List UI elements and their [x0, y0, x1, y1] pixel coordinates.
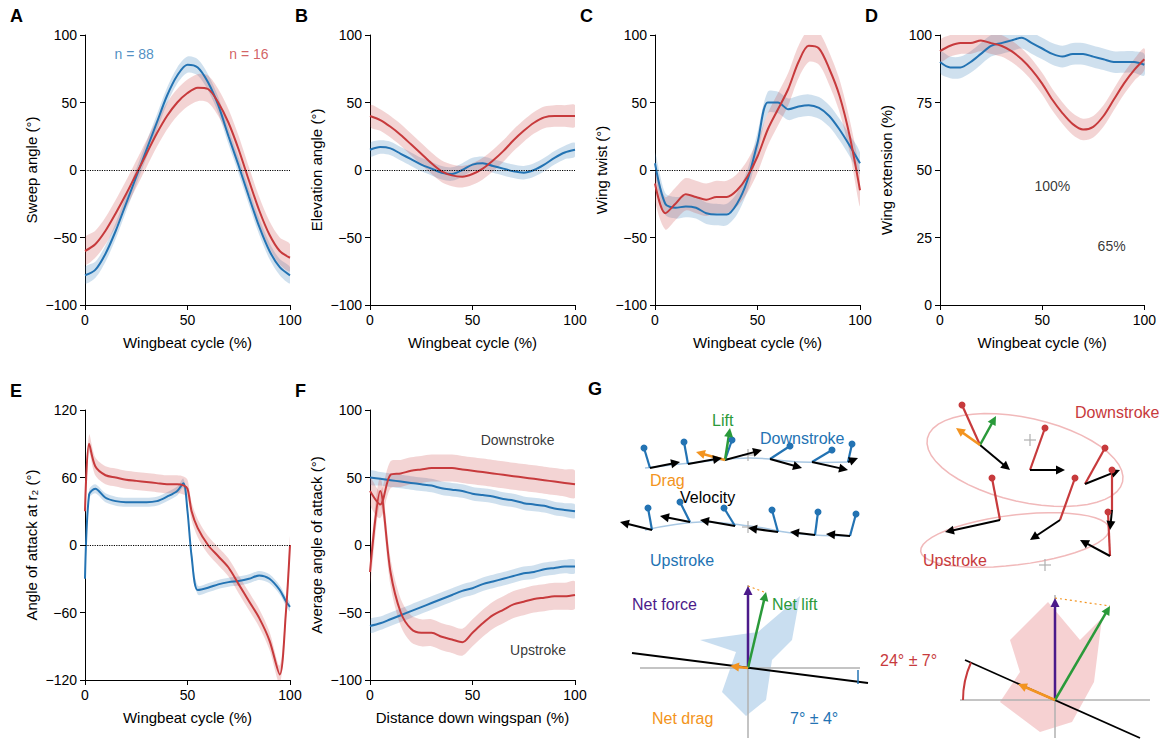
svg-text:50: 50	[346, 95, 362, 111]
svg-text:Wing extension (%): Wing extension (%)	[878, 105, 895, 235]
svg-text:120: 120	[54, 402, 78, 418]
svg-text:C: C	[580, 6, 593, 26]
svg-text:D: D	[865, 6, 878, 26]
svg-text:24° ± 7°: 24° ± 7°	[880, 652, 937, 669]
svg-text:Angle of attack at r₂ (°): Angle of attack at r₂ (°)	[23, 469, 40, 620]
svg-text:7° ± 4°: 7° ± 4°	[790, 710, 838, 727]
svg-text:−60: −60	[53, 605, 77, 621]
svg-text:Wingbeat cycle (%): Wingbeat cycle (%)	[978, 334, 1107, 351]
svg-text:0: 0	[69, 537, 77, 553]
svg-text:50: 50	[631, 95, 647, 111]
svg-text:−100: −100	[615, 297, 647, 313]
svg-text:Wingbeat cycle (%): Wingbeat cycle (%)	[123, 334, 252, 351]
svg-text:0: 0	[81, 687, 89, 703]
svg-text:100: 100	[848, 312, 872, 328]
svg-text:B: B	[295, 6, 308, 26]
svg-text:Downstroke: Downstroke	[1075, 404, 1159, 421]
svg-text:100: 100	[339, 27, 363, 43]
svg-text:100: 100	[278, 687, 302, 703]
svg-text:0: 0	[69, 162, 77, 178]
svg-text:50: 50	[180, 312, 196, 328]
svg-text:50: 50	[465, 687, 481, 703]
svg-text:Lift: Lift	[712, 412, 734, 429]
svg-text:50: 50	[465, 312, 481, 328]
svg-text:50: 50	[180, 687, 196, 703]
svg-text:100: 100	[624, 27, 648, 43]
svg-text:50: 50	[346, 470, 362, 486]
svg-text:65%: 65%	[1098, 238, 1126, 254]
svg-text:−50: −50	[53, 230, 77, 246]
svg-text:50: 50	[1034, 312, 1050, 328]
svg-text:Average angle of attack (°): Average angle of attack (°)	[308, 456, 325, 634]
svg-text:Sweep angle (°): Sweep angle (°)	[23, 117, 40, 224]
svg-text:G: G	[588, 379, 602, 399]
svg-text:Wingbeat cycle (%): Wingbeat cycle (%)	[408, 334, 537, 351]
svg-text:Velocity: Velocity	[680, 489, 735, 506]
svg-text:−100: −100	[330, 672, 362, 688]
svg-text:Distance down wingspan (%): Distance down wingspan (%)	[376, 709, 569, 726]
svg-text:Drag: Drag	[650, 472, 685, 489]
svg-text:Wingbeat cycle (%): Wingbeat cycle (%)	[693, 334, 822, 351]
svg-text:0: 0	[354, 537, 362, 553]
svg-text:100: 100	[909, 27, 933, 43]
svg-text:Net lift: Net lift	[772, 596, 818, 613]
svg-text:A: A	[10, 6, 23, 26]
svg-text:−50: −50	[338, 605, 362, 621]
svg-text:0: 0	[936, 312, 944, 328]
svg-text:25: 25	[916, 230, 932, 246]
svg-text:−100: −100	[45, 297, 77, 313]
svg-text:Upstroke: Upstroke	[923, 552, 987, 569]
svg-text:0: 0	[366, 312, 374, 328]
svg-text:100: 100	[563, 687, 587, 703]
svg-text:Upstroke: Upstroke	[510, 642, 566, 658]
svg-text:100: 100	[1133, 312, 1157, 328]
svg-text:Downstroke: Downstroke	[481, 432, 555, 448]
svg-text:−50: −50	[623, 230, 647, 246]
svg-text:0: 0	[81, 312, 89, 328]
svg-text:−100: −100	[330, 297, 362, 313]
svg-text:100: 100	[563, 312, 587, 328]
svg-text:50: 50	[750, 312, 766, 328]
svg-text:0: 0	[639, 162, 647, 178]
svg-text:100: 100	[339, 402, 363, 418]
svg-text:100: 100	[278, 312, 302, 328]
svg-text:100: 100	[54, 27, 78, 43]
svg-text:100%: 100%	[1034, 178, 1070, 194]
svg-text:F: F	[295, 381, 306, 401]
svg-text:−120: −120	[45, 672, 77, 688]
svg-text:0: 0	[924, 297, 932, 313]
svg-text:Wing twist (°): Wing twist (°)	[593, 126, 610, 215]
svg-text:Downstroke: Downstroke	[760, 430, 845, 447]
svg-text:0: 0	[651, 312, 659, 328]
svg-text:0: 0	[354, 162, 362, 178]
svg-text:−50: −50	[338, 230, 362, 246]
svg-text:Net force: Net force	[632, 596, 697, 613]
svg-text:n = 88: n = 88	[115, 46, 155, 62]
svg-text:Elevation angle (°): Elevation angle (°)	[308, 109, 325, 232]
svg-text:Net drag: Net drag	[652, 710, 713, 727]
svg-text:50: 50	[916, 162, 932, 178]
svg-text:50: 50	[61, 95, 77, 111]
svg-text:0: 0	[366, 687, 374, 703]
svg-text:75: 75	[916, 95, 932, 111]
svg-text:Upstroke: Upstroke	[650, 552, 714, 569]
svg-text:Wingbeat cycle (%): Wingbeat cycle (%)	[123, 709, 252, 726]
svg-text:n = 16: n = 16	[229, 46, 269, 62]
svg-text:60: 60	[61, 470, 77, 486]
svg-text:E: E	[10, 381, 22, 401]
